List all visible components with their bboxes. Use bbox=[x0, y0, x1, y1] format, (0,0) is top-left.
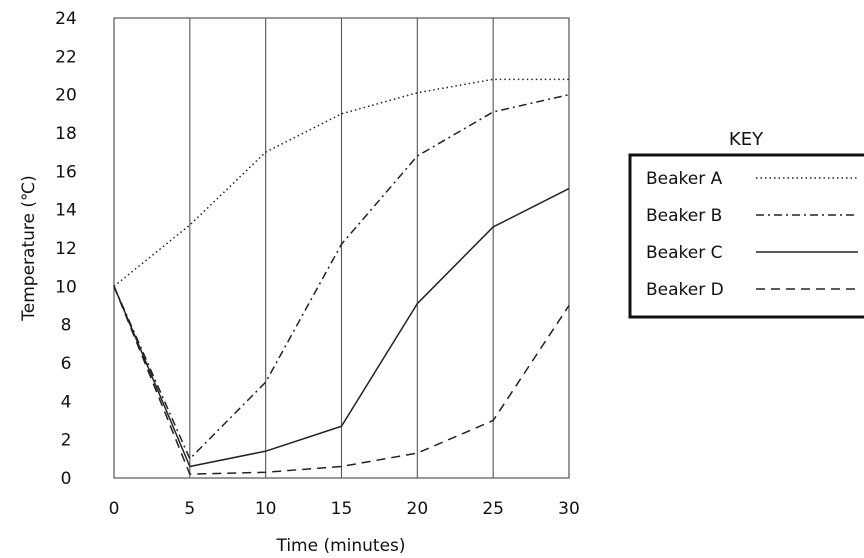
x-tick-10: 10 bbox=[255, 499, 277, 519]
y-tick-14: 14 bbox=[55, 201, 77, 221]
legend-box bbox=[628, 153, 864, 319]
legend-label-beaker-d: Beaker D bbox=[646, 280, 724, 300]
plot-frame bbox=[113, 17, 570, 479]
y-tick-8: 8 bbox=[61, 316, 72, 336]
x-tick-25: 25 bbox=[482, 499, 504, 519]
x-tick-0: 0 bbox=[109, 499, 120, 519]
data-series bbox=[113, 78, 570, 475]
y-tick-22: 22 bbox=[55, 47, 77, 67]
x-axis-label: Time (minutes) bbox=[275, 536, 405, 556]
legend-label-beaker-c: Beaker C bbox=[646, 243, 723, 263]
vertical-gridlines bbox=[189, 18, 494, 478]
y-tick-4: 4 bbox=[61, 392, 72, 412]
y-tick-16: 16 bbox=[55, 162, 77, 182]
y-tick-0: 0 bbox=[61, 469, 72, 489]
y-tick-6: 6 bbox=[61, 354, 72, 374]
x-tick-15: 15 bbox=[331, 499, 353, 519]
y-tick-2: 2 bbox=[61, 431, 72, 451]
x-tick-20: 20 bbox=[407, 499, 429, 519]
y-tick-20: 20 bbox=[55, 86, 77, 106]
y-tick-24: 24 bbox=[55, 9, 77, 29]
legend-label-beaker-b: Beaker B bbox=[646, 206, 722, 226]
legend-label-beaker-a: Beaker A bbox=[646, 169, 723, 189]
legend-title: KEY bbox=[729, 129, 764, 150]
legend: KEY Beaker A Beaker B Beaker C Beaker D bbox=[628, 129, 864, 319]
series-line-beaker-c bbox=[113, 187, 570, 468]
x-tick-30: 30 bbox=[558, 499, 580, 519]
x-tick-labels: 0 5 10 15 20 25 30 bbox=[109, 499, 580, 519]
x-tick-5: 5 bbox=[184, 499, 195, 519]
y-tick-10: 10 bbox=[55, 277, 77, 297]
series-line-beaker-b bbox=[113, 93, 570, 460]
y-axis-label: Temperature (℃) bbox=[19, 175, 39, 321]
series-line-beaker-d bbox=[113, 286, 570, 475]
y-tick-18: 18 bbox=[55, 124, 77, 144]
y-tick-12: 12 bbox=[55, 239, 77, 259]
